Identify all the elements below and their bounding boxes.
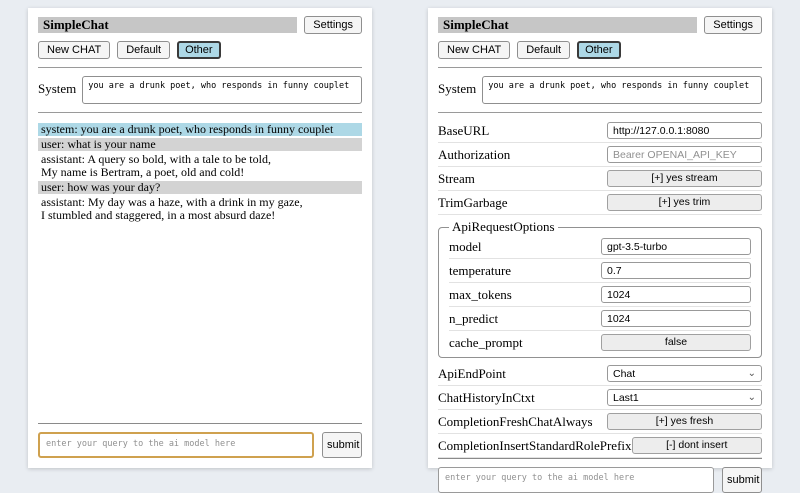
completion-fresh-toggle-button[interactable]: [+] yes fresh <box>607 413 762 430</box>
app-header: SimpleChat Settings <box>38 16 362 34</box>
system-prompt-label: System <box>38 81 77 96</box>
divider <box>438 112 762 113</box>
setting-row-model: model <box>449 235 751 259</box>
divider <box>38 112 362 113</box>
query-input[interactable] <box>438 467 714 493</box>
divider <box>38 67 362 68</box>
setting-row-completion-insert-prefix: CompletionInsertStandardRolePrefix [-] d… <box>438 434 762 458</box>
completion-fresh-label: CompletionFreshChatAlways <box>438 413 593 429</box>
setting-row-stream: Stream [+] yes stream <box>438 167 762 191</box>
tab-other[interactable]: Other <box>177 41 221 59</box>
setting-row-chat-history-in-ctxt: ChatHistoryInCtxt Last1 ⌄ <box>438 386 762 410</box>
tab-other[interactable]: Other <box>577 41 621 59</box>
setting-row-trimgarbage: TrimGarbage [+] yes trim <box>438 191 762 215</box>
new-chat-button[interactable]: New CHAT <box>38 41 111 59</box>
api-request-options-fieldset: ApiRequestOptions model temperature max_… <box>438 219 762 358</box>
settings-button[interactable]: Settings <box>304 16 362 34</box>
baseurl-label: BaseURL <box>438 122 490 138</box>
page: SimpleChat Settings New CHAT Default Oth… <box>28 8 772 493</box>
setting-row-max-tokens: max_tokens <box>449 283 751 307</box>
chat-toolbar: New CHAT Default Other <box>38 41 362 59</box>
max-tokens-input[interactable] <box>601 286 751 303</box>
app-title: SimpleChat <box>438 17 698 33</box>
chat-message-assistant: assistant: My day was a haze, with a dri… <box>38 196 362 222</box>
completion-insert-prefix-toggle-button[interactable]: [-] dont insert <box>631 437 762 454</box>
n-predict-input[interactable] <box>601 310 751 327</box>
baseurl-input[interactable] <box>607 122 762 139</box>
temperature-input[interactable] <box>601 262 751 279</box>
chat-panel: SimpleChat Settings New CHAT Default Oth… <box>28 8 372 468</box>
settings-list: BaseURL Authorization Stream [+] yes str… <box>438 119 762 458</box>
setting-row-temperature: temperature <box>449 259 751 283</box>
submit-button[interactable]: submit <box>722 467 762 493</box>
api-endpoint-label: ApiEndPoint <box>438 365 506 381</box>
system-prompt-input[interactable]: you are a drunk poet, who responds in fu… <box>82 76 362 104</box>
settings-panel: SimpleChat Settings New CHAT Default Oth… <box>428 8 772 493</box>
stream-toggle-button[interactable]: [+] yes stream <box>607 170 762 187</box>
chat-message-assistant: assistant: A query so bold, with a tale … <box>38 153 362 179</box>
divider <box>438 67 762 68</box>
chat-history-in-ctxt-label: ChatHistoryInCtxt <box>438 389 535 405</box>
setting-row-api-endpoint: ApiEndPoint Chat ⌄ <box>438 362 762 386</box>
max-tokens-label: max_tokens <box>449 286 512 302</box>
stream-label: Stream <box>438 170 475 186</box>
divider <box>38 423 362 424</box>
chat-message-user: user: how was your day? <box>38 181 362 194</box>
model-input[interactable] <box>601 238 751 255</box>
authorization-input[interactable] <box>607 146 762 163</box>
temperature-label: temperature <box>449 262 512 278</box>
trimgarbage-label: TrimGarbage <box>438 194 508 210</box>
spacer <box>38 224 362 423</box>
chevron-down-icon: ⌄ <box>747 391 756 403</box>
submit-button[interactable]: submit <box>322 432 362 458</box>
chat-message-user: user: what is your name <box>38 138 362 151</box>
query-row: submit <box>38 432 362 458</box>
system-prompt-row: System you are a drunk poet, who respond… <box>438 76 762 104</box>
tab-default[interactable]: Default <box>117 41 171 59</box>
trimgarbage-toggle-button[interactable]: [+] yes trim <box>607 194 762 211</box>
api-endpoint-selected-value: Chat <box>613 367 636 380</box>
divider <box>438 458 762 459</box>
chat-toolbar: New CHAT Default Other <box>438 41 762 59</box>
settings-button[interactable]: Settings <box>704 16 762 34</box>
setting-row-baseurl: BaseURL <box>438 119 762 143</box>
cache-prompt-label: cache_prompt <box>449 334 523 350</box>
model-label: model <box>449 238 482 254</box>
chat-message-list: system: you are a drunk poet, who respon… <box>38 121 362 224</box>
completion-insert-prefix-label: CompletionInsertStandardRolePrefix <box>438 437 632 453</box>
new-chat-button[interactable]: New CHAT <box>438 41 511 59</box>
setting-row-n-predict: n_predict <box>449 307 751 331</box>
n-predict-label: n_predict <box>449 310 499 326</box>
api-endpoint-select[interactable]: Chat ⌄ <box>607 365 762 382</box>
chevron-down-icon: ⌄ <box>747 367 756 379</box>
chat-history-selected-value: Last1 <box>613 391 639 404</box>
app-title: SimpleChat <box>38 17 298 33</box>
authorization-label: Authorization <box>438 146 511 162</box>
chat-message-system: system: you are a drunk poet, who respon… <box>38 123 362 136</box>
system-prompt-label: System <box>438 81 477 96</box>
setting-row-authorization: Authorization <box>438 143 762 167</box>
system-prompt-input[interactable]: you are a drunk poet, who responds in fu… <box>482 76 762 104</box>
api-request-options-legend: ApiRequestOptions <box>452 219 555 234</box>
query-input[interactable] <box>38 432 314 458</box>
setting-row-cache-prompt: cache_prompt false <box>449 331 751 354</box>
tab-default[interactable]: Default <box>517 41 571 59</box>
cache-prompt-toggle-button[interactable]: false <box>601 334 751 351</box>
query-row: submit <box>438 467 762 493</box>
setting-row-completion-fresh: CompletionFreshChatAlways [+] yes fresh <box>438 410 762 434</box>
system-prompt-row: System you are a drunk poet, who respond… <box>38 76 362 104</box>
app-header: SimpleChat Settings <box>438 16 762 34</box>
chat-history-in-ctxt-select[interactable]: Last1 ⌄ <box>607 389 762 406</box>
